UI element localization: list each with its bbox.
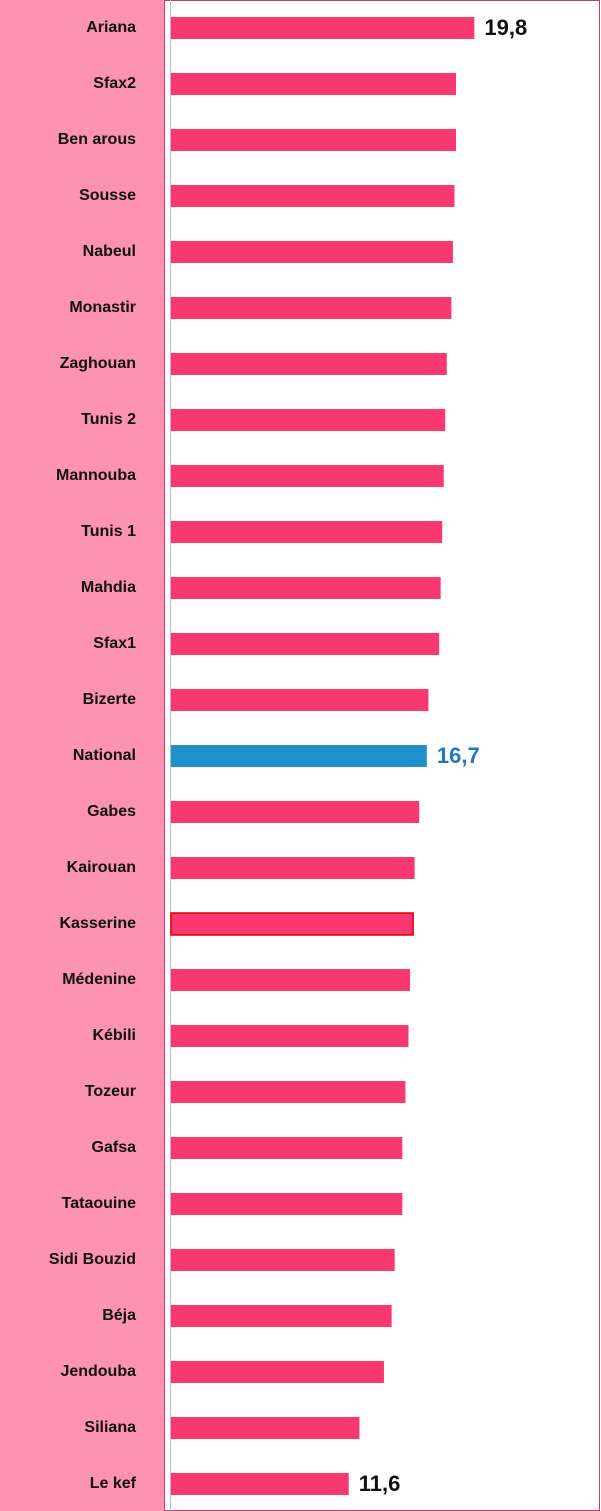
bar — [171, 241, 453, 263]
bar — [171, 1361, 384, 1383]
category-label: Sousse — [79, 187, 136, 204]
bar — [170, 912, 414, 936]
category-label: Sfax1 — [93, 635, 136, 652]
category-label: Ariana — [86, 19, 136, 36]
bar — [171, 297, 452, 319]
category-label: Gabes — [87, 803, 136, 820]
category-label: Tozeur — [85, 1083, 136, 1100]
bar — [171, 1025, 409, 1047]
category-label: Nabeul — [83, 243, 136, 260]
value-label: 11,6 — [359, 1471, 401, 1496]
bar — [171, 1137, 403, 1159]
category-label: Zaghouan — [60, 355, 136, 372]
bar — [171, 409, 446, 431]
category-label: Kébili — [92, 1027, 136, 1044]
bar — [171, 1081, 406, 1103]
category-label: Kairouan — [67, 859, 136, 876]
bar — [171, 1305, 392, 1327]
bar — [171, 689, 429, 711]
value-label: 19,8 — [484, 15, 527, 40]
label-panel — [0, 0, 164, 1511]
bar — [171, 353, 447, 375]
bar — [171, 1473, 349, 1495]
category-label: Ben arous — [58, 131, 136, 148]
category-label: Gafsa — [92, 1139, 137, 1156]
category-label: Monastir — [69, 299, 136, 316]
bar — [171, 129, 456, 151]
category-label: Tunis 1 — [81, 523, 136, 540]
bar — [171, 745, 427, 767]
bar — [171, 1193, 403, 1215]
bar — [171, 969, 411, 991]
bar — [171, 521, 443, 543]
value-label: 16,7 — [437, 743, 480, 768]
category-label: Le kef — [90, 1475, 137, 1492]
bar — [171, 857, 415, 879]
category-label: Jendouba — [60, 1363, 136, 1380]
category-label: Bizerte — [83, 691, 136, 708]
category-label: Kasserine — [60, 915, 137, 932]
bar — [171, 801, 420, 823]
category-label: Tataouine — [62, 1195, 136, 1212]
bar — [171, 465, 444, 487]
category-label: Tunis 2 — [81, 411, 136, 428]
bar — [171, 1417, 360, 1439]
category-label: National — [73, 747, 136, 764]
category-label: Médenine — [62, 971, 136, 988]
category-label: Mannouba — [56, 467, 136, 484]
bar — [171, 577, 441, 599]
bar — [171, 185, 455, 207]
bar — [171, 17, 475, 39]
bar — [171, 633, 440, 655]
category-label: Mahdia — [81, 579, 136, 596]
category-label: Béja — [102, 1307, 136, 1324]
category-label: Siliana — [84, 1419, 136, 1436]
bar — [171, 1249, 395, 1271]
category-label: Sidi Bouzid — [49, 1251, 136, 1268]
bar — [171, 73, 456, 95]
category-label: Sfax2 — [93, 75, 136, 92]
